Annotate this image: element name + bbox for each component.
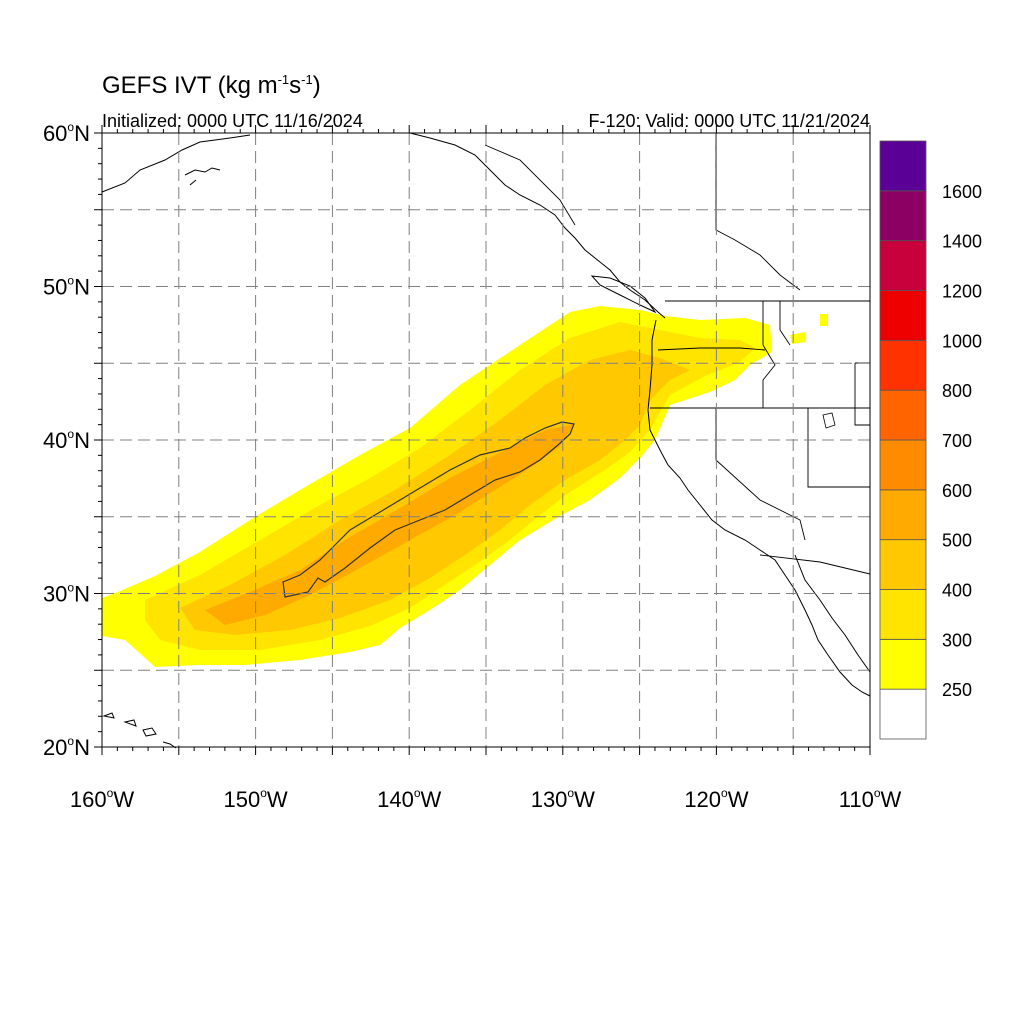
lon-label: 130oW (531, 786, 595, 812)
ivt-shading (102, 306, 828, 667)
title-exponent-1: -1 (277, 72, 290, 87)
us-mexico-border (759, 554, 871, 575)
colorbar-swatch (879, 539, 927, 590)
ivt-band-250-idaho (790, 314, 828, 344)
map-title: GEFS IVT (kg m-1s-1) (102, 72, 321, 100)
lon-label: 160oW (70, 786, 134, 812)
colorbar-swatch (879, 140, 927, 192)
hawaii-islands (102, 712, 177, 749)
lat-label: 60oN (43, 120, 90, 146)
axis-ticks (94, 125, 871, 755)
ivt-contour-500 (282, 421, 575, 598)
alaska-islands (184, 167, 221, 186)
nv-ut-border (807, 408, 870, 488)
lat-label: 20oN (43, 734, 90, 760)
west-coast (647, 319, 871, 697)
alaska-coast (101, 134, 251, 193)
title-text: GEFS IVT (kg m (102, 72, 278, 99)
great-salt-lake (822, 412, 836, 429)
colorbar-swatch (879, 290, 927, 341)
colorbar-swatch (879, 589, 927, 640)
baja-coast (794, 554, 871, 673)
colorbar-label: 1000 (942, 331, 982, 351)
colorbar-label: 500 (942, 531, 972, 551)
title-unit-s: s (289, 72, 302, 99)
lat-label: 30oN (43, 581, 90, 607)
wyoming-border (854, 362, 870, 426)
colorbar-swatch (879, 638, 927, 690)
colorbar-label: 1600 (942, 182, 982, 202)
lat-label: 50oN (43, 274, 90, 300)
vancouver-island (590, 275, 657, 314)
colorbar: 250 300 400 500 600 700 800 1000 1200 1400 1600 (879, 140, 982, 740)
colorbar-label: 600 (942, 481, 972, 501)
alaska-canada-border (484, 144, 576, 226)
idaho-border (762, 301, 776, 408)
lon-label: 140oW (377, 786, 441, 812)
wa-or-border (657, 347, 766, 351)
ivt-band-500 (205, 424, 575, 625)
lon-label: 150oW (224, 786, 288, 812)
colorbar-swatch (879, 240, 927, 291)
colorbar-swatch (879, 489, 927, 541)
title-close: ) (312, 72, 321, 99)
colorbar-swatch (879, 339, 927, 391)
ca-nv-border (715, 408, 806, 541)
colorbar-label: 700 (942, 431, 972, 451)
coastlines (101, 132, 871, 749)
colorbar-label: 300 (942, 630, 972, 650)
colorbar-label: 250 (942, 680, 972, 700)
initialized-label: Initialized: 0000 UTC 11/16/2024 (102, 111, 363, 131)
colorbar-swatch (879, 688, 927, 740)
valid-time-label: F-120: Valid: 0000 UTC 11/21/2024 (588, 111, 870, 131)
canada-interior (715, 133, 801, 291)
colorbar-label: 1400 (942, 232, 982, 252)
lon-label: 120oW (684, 786, 748, 812)
axis-labels: 60oN 50oN 40oN 30oN 20oN 160oW 150oW 140oW 130oW… (43, 120, 902, 812)
colorbar-swatch (879, 389, 927, 441)
lat-label: 40oN (43, 427, 90, 453)
colorbar-label: 800 (942, 381, 972, 401)
colorbar-label: 1200 (942, 282, 982, 302)
montana-border (779, 301, 791, 346)
colorbar-swatch (879, 190, 927, 242)
lon-label: 110oW (839, 786, 902, 812)
alaska-panhandle-coast (409, 132, 666, 319)
colorbar-label: 400 (942, 581, 972, 601)
colorbar-swatch (879, 439, 927, 491)
graticule (102, 133, 870, 747)
title-exponent-2: -1 (301, 72, 313, 87)
